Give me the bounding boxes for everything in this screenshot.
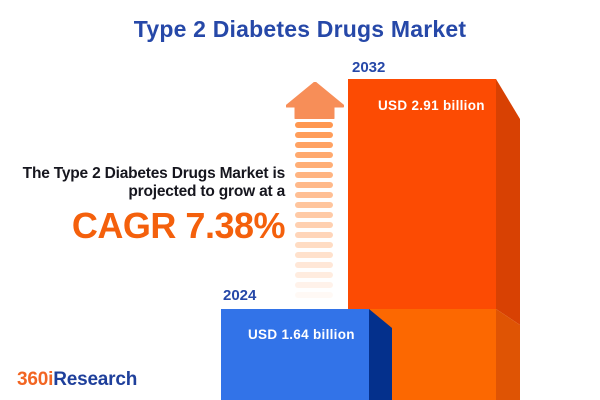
growth-arrow-up-icon <box>286 82 344 119</box>
logo-360iresearch: 360iResearch <box>17 369 137 391</box>
arrow-stripe <box>295 202 333 208</box>
growth-arrow-shaft <box>295 122 333 302</box>
bar-2024 <box>221 309 369 400</box>
page-title: Type 2 Diabetes Drugs Market <box>133 16 467 42</box>
arrow-stripe <box>295 182 333 188</box>
arrow-stripe <box>295 232 333 238</box>
arrow-stripe <box>295 242 333 248</box>
annotation-line-2: projected to grow at a <box>128 183 285 200</box>
arrow-stripe <box>295 292 333 298</box>
arrow-stripe <box>295 132 333 138</box>
arrow-stripe <box>295 172 333 178</box>
logo-part-blue: Research <box>53 369 138 390</box>
arrow-stripe <box>295 162 333 168</box>
bar-2032-side-face <box>496 79 520 400</box>
bar-2032-value-label: USD 2.91 billion <box>378 98 485 113</box>
arrow-stripe <box>295 262 333 268</box>
arrow-stripe <box>295 142 333 148</box>
arrow-stripe <box>295 222 333 228</box>
annotation-line-1: The Type 2 Diabetes Drugs Market is <box>22 165 286 182</box>
bar-2024-value-label: USD 1.64 billion <box>248 327 355 342</box>
bar-2024-year-label: 2024 <box>223 287 257 304</box>
bar-2024-side-face <box>369 309 392 400</box>
annotation-block: The Type 2 Diabetes Drugs Market is proj… <box>0 165 286 246</box>
arrow-stripe <box>295 152 333 158</box>
arrow-stripe <box>295 252 333 258</box>
arrow-stripe <box>295 212 333 218</box>
arrow-stripe <box>295 122 333 128</box>
arrow-stripe <box>295 192 333 198</box>
arrow-stripe <box>295 282 333 288</box>
cagr-value: CAGR 7.38% <box>71 205 286 246</box>
arrow-stripe <box>295 272 333 278</box>
logo-part-orange: 360i <box>17 369 54 390</box>
bar-2032-year-label: 2032 <box>352 59 386 76</box>
